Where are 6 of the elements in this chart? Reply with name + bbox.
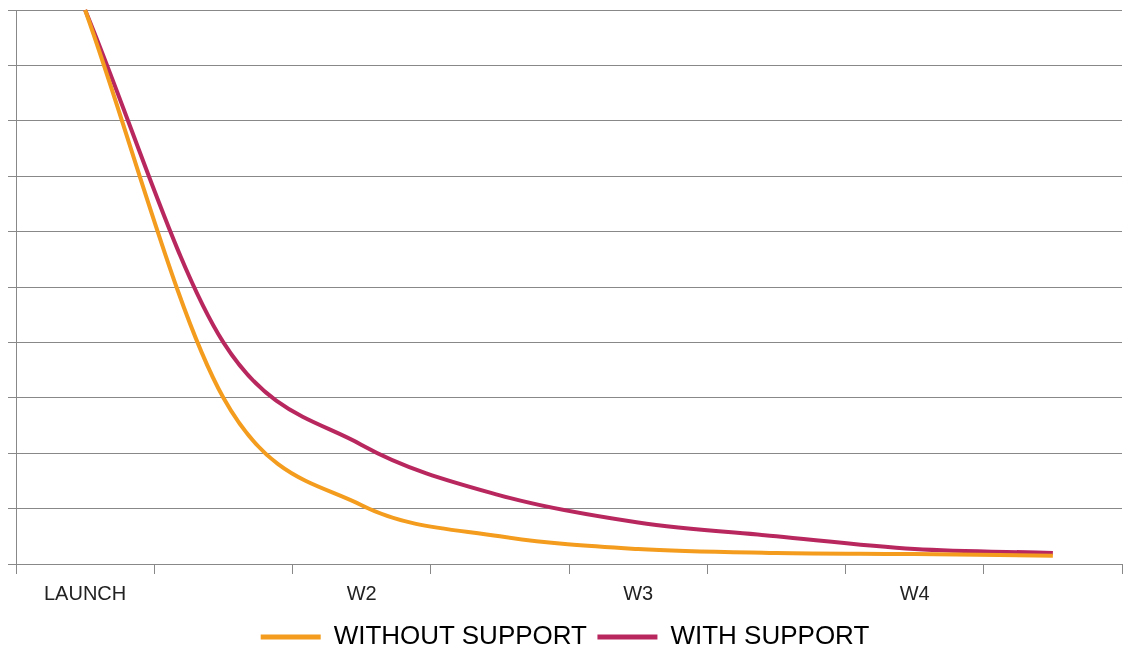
legend-label: WITH SUPPORT [670, 620, 870, 651]
x-tick-label: W2 [346, 581, 377, 604]
legend-label: WITHOUT SUPPORT [333, 620, 588, 651]
x-tick-label: W4 [899, 581, 930, 604]
x-tick-label: W3 [623, 581, 654, 604]
x-tick-label: LAUNCH [44, 581, 127, 604]
